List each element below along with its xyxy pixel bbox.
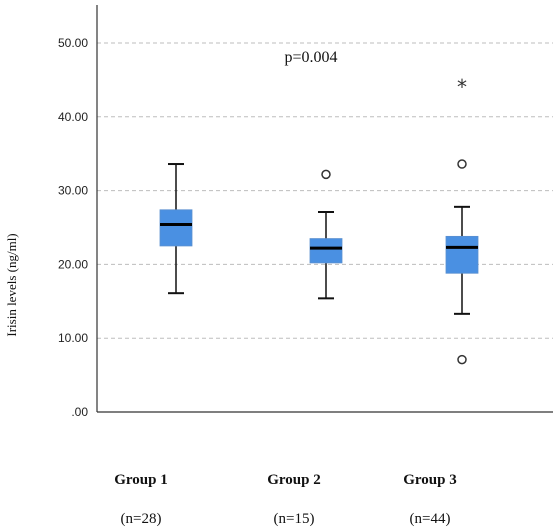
category-labels: Group 1 (n=28) Group 2 (n=15) Group 3 (n=44) [114, 472, 457, 527]
axes: .00 10.00 20.00 30.00 40.00 50.00 [58, 5, 553, 419]
category-label: Group 2 [267, 472, 321, 488]
box-iqr [159, 209, 193, 247]
box-iqr [445, 235, 479, 274]
y-tick-label: 40.00 [58, 110, 88, 124]
p-value-annotation: p=0.004 [284, 49, 337, 66]
outlier-point [321, 169, 331, 180]
sample-size-label: (n=15) [274, 511, 315, 527]
y-tick-label: 20.00 [58, 257, 88, 271]
y-tick-label: 10.00 [58, 331, 88, 345]
sample-size-label: (n=28) [121, 511, 162, 527]
y-tick-label: 50.00 [58, 36, 88, 50]
extreme-point: * [457, 75, 467, 99]
boxes: * [159, 75, 479, 365]
category-label: Group 1 [114, 472, 168, 488]
y-tick-label: 30.00 [58, 184, 88, 198]
box-group [159, 163, 193, 295]
y-tick-label: .00 [71, 405, 88, 419]
box-group: * [445, 75, 479, 365]
outlier-point [457, 354, 467, 365]
category-label: Group 3 [403, 472, 457, 488]
y-axis-label: Irisin levels (ng/ml) [4, 233, 19, 336]
outlier-point [457, 159, 467, 169]
box-group [309, 169, 343, 300]
box-iqr [309, 238, 343, 264]
grid-lines [97, 42, 553, 339]
sample-size-label: (n=44) [410, 511, 451, 527]
